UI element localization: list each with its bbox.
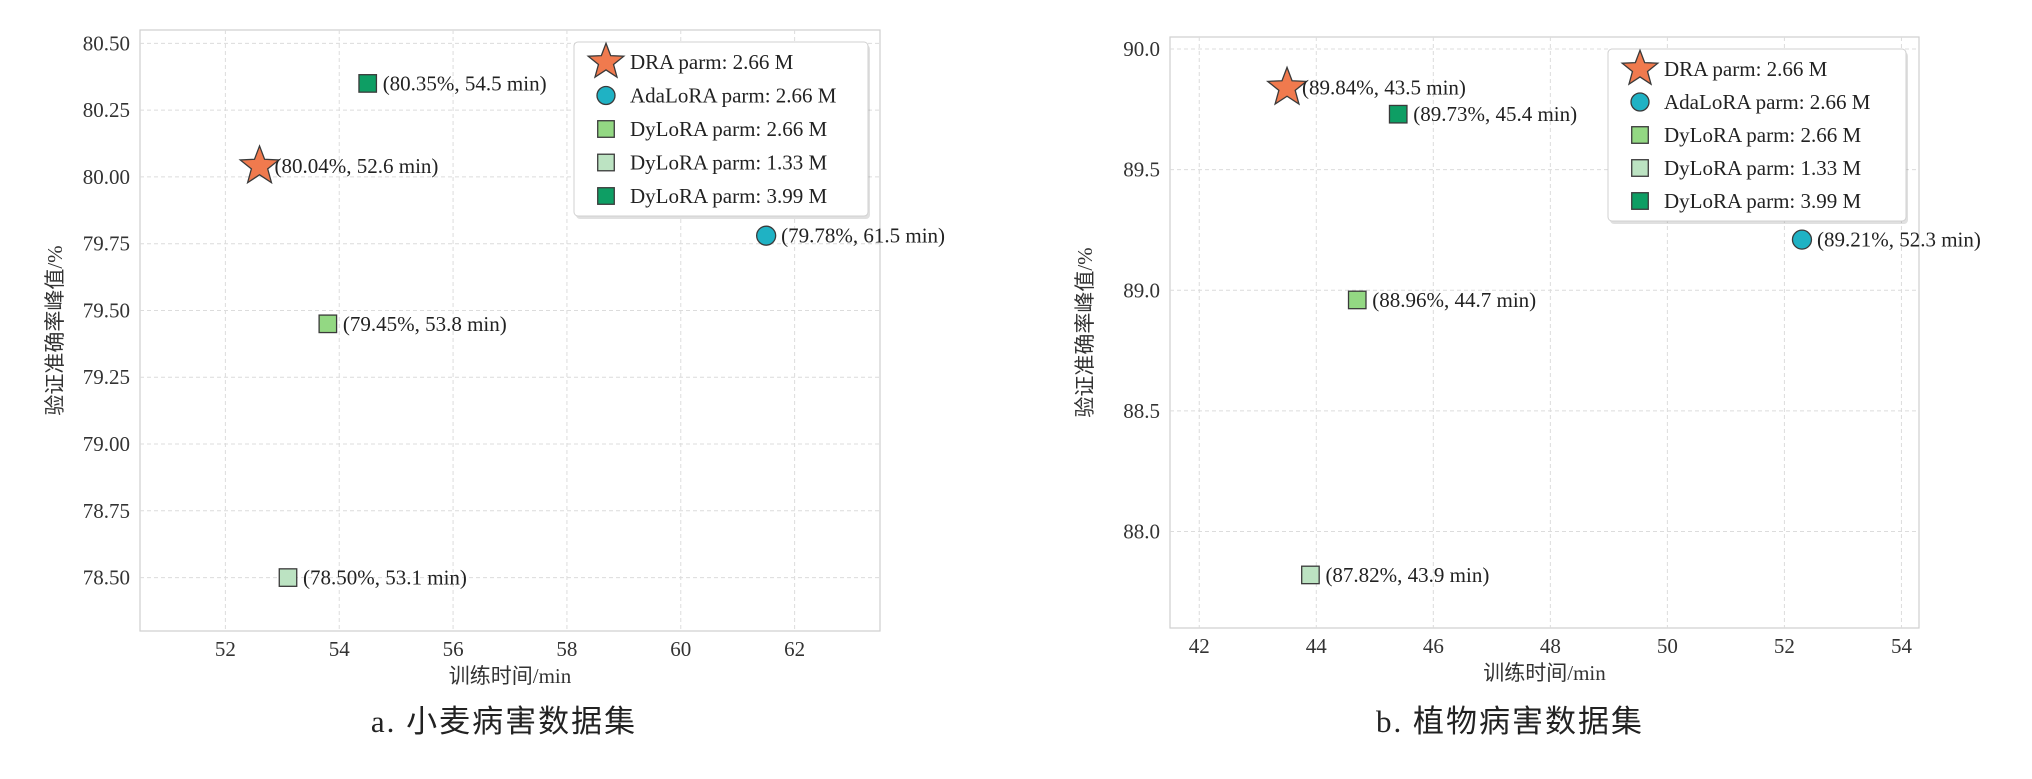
y-tick-label: 89.0 bbox=[1123, 278, 1160, 302]
x-tick-label: 54 bbox=[1891, 634, 1913, 658]
legend-entry: DyLoRA parm: 1.33 M bbox=[630, 151, 827, 175]
y-tick-label: 88.5 bbox=[1123, 399, 1160, 423]
x-axis-label: 训练时间/min bbox=[1483, 661, 1606, 685]
series-0: (80.04%, 52.6 min) bbox=[238, 144, 439, 185]
y-tick-label: 80.50 bbox=[83, 31, 130, 55]
series-4: (89.73%, 45.4 min) bbox=[1388, 102, 1577, 126]
series-3: (78.50%, 53.1 min) bbox=[278, 566, 467, 590]
legend-entry: DyLoRA parm: 3.99 M bbox=[630, 184, 827, 208]
x-axis-label: 训练时间/min bbox=[449, 664, 572, 688]
series-1: (89.21%, 52.3 min) bbox=[1791, 228, 1981, 252]
series-1: (79.78%, 61.5 min) bbox=[756, 224, 945, 248]
x-tick-label: 44 bbox=[1306, 634, 1328, 658]
y-tick-label: 79.50 bbox=[83, 298, 130, 322]
data-point bbox=[278, 568, 298, 587]
data-point bbox=[238, 144, 281, 185]
data-label: (89.21%, 52.3 min) bbox=[1817, 228, 1981, 252]
y-tick-label: 89.5 bbox=[1123, 158, 1160, 182]
series-3: (87.82%, 43.9 min) bbox=[1301, 563, 1489, 587]
data-point bbox=[756, 225, 777, 246]
legend: DRA parm: 2.66 M AdaLoRA parm: 2.66 M DyLo… bbox=[1607, 48, 1908, 224]
legend-marker bbox=[1631, 159, 1649, 177]
legend-marker bbox=[1630, 92, 1650, 112]
legend-marker bbox=[586, 41, 626, 79]
chart-caption: a. 小麦病害数据集 bbox=[371, 704, 637, 739]
legend-entry: AdaLoRA parm: 2.66 M bbox=[630, 84, 837, 108]
legend-marker bbox=[1620, 48, 1660, 86]
y-tick-label: 88.0 bbox=[1123, 520, 1160, 544]
y-tick-label: 80.25 bbox=[83, 98, 130, 122]
legend-entry: DyLoRA parm: 2.66 M bbox=[630, 117, 827, 141]
series-2: (88.96%, 44.7 min) bbox=[1347, 288, 1536, 312]
series-4: (80.35%, 54.5 min) bbox=[358, 71, 547, 95]
scatter-chart-b: 42 44 46 48 50 52 54 88.0 88.5 89.0 89.5 90.0 训练时间/m… bbox=[1073, 36, 1981, 739]
legend-marker bbox=[597, 153, 615, 172]
x-tick-label: 52 bbox=[215, 637, 236, 661]
legend-marker bbox=[597, 120, 615, 138]
data-label: (89.73%, 45.4 min) bbox=[1413, 102, 1577, 126]
legend-marker bbox=[1631, 192, 1649, 210]
series-0: (89.84%, 43.5 min) bbox=[1265, 65, 1466, 106]
legend-entry: DRA parm: 2.66 M bbox=[630, 50, 794, 74]
data-point bbox=[1301, 565, 1320, 585]
x-tick-label: 58 bbox=[556, 637, 577, 661]
data-label: (80.35%, 54.5 min) bbox=[383, 71, 547, 95]
legend-marker bbox=[597, 187, 615, 205]
y-tick-label: 79.75 bbox=[83, 232, 130, 256]
x-tick-label: 62 bbox=[784, 637, 805, 661]
legend-marker bbox=[596, 85, 616, 106]
y-tick-label: 80.00 bbox=[83, 165, 130, 189]
legend-entry: AdaLoRA parm: 2.66 M bbox=[1664, 90, 1871, 114]
data-label: (87.82%, 43.9 min) bbox=[1325, 563, 1489, 587]
chart-caption: b. 植物病害数据集 bbox=[1376, 704, 1644, 739]
data-label: (79.45%, 53.8 min) bbox=[343, 312, 507, 336]
legend-box bbox=[1607, 48, 1907, 222]
x-tick-label: 46 bbox=[1423, 634, 1444, 658]
scatter-chart-a: 52 54 56 58 60 62 78.50 78.75 79.00 79.25 79.50 79.… bbox=[43, 29, 945, 739]
chart-panel-b: 42 44 46 48 50 52 54 88.0 88.5 89.0 89.5 90.0 训练时间/m… bbox=[1040, 0, 2032, 779]
x-tick-label: 50 bbox=[1657, 634, 1678, 658]
data-label: (80.04%, 52.6 min) bbox=[275, 154, 439, 178]
data-point bbox=[1347, 290, 1367, 310]
series-2: (79.45%, 53.8 min) bbox=[318, 312, 507, 336]
x-tick-label: 52 bbox=[1774, 634, 1795, 658]
y-tick-label: 90.0 bbox=[1123, 37, 1160, 61]
data-point bbox=[1265, 65, 1309, 106]
y-tick-label: 78.75 bbox=[83, 499, 130, 523]
legend-entry: DyLoRA parm: 1.33 M bbox=[1664, 156, 1861, 180]
legend-entry: DyLoRA parm: 3.99 M bbox=[1664, 189, 1861, 213]
data-label: (79.78%, 61.5 min) bbox=[781, 224, 945, 248]
data-label: (89.84%, 43.5 min) bbox=[1302, 76, 1466, 100]
y-axis-label: 验证准确率峰值/% bbox=[1073, 247, 1097, 417]
legend-box bbox=[573, 41, 869, 217]
x-tick-label: 48 bbox=[1540, 634, 1561, 658]
data-point bbox=[318, 314, 338, 334]
data-label: (78.50%, 53.1 min) bbox=[303, 566, 467, 590]
legend-entry: DyLoRA parm: 2.66 M bbox=[1664, 123, 1861, 147]
x-tick-label: 42 bbox=[1189, 634, 1210, 658]
legend: DRA parm: 2.66 M AdaLoRA parm: 2.66 M DyLo… bbox=[573, 41, 870, 219]
x-tick-label: 54 bbox=[329, 637, 351, 661]
x-tick-label: 60 bbox=[670, 637, 691, 661]
y-axis-label: 验证准确率峰值/% bbox=[43, 245, 67, 415]
x-tick-label: 56 bbox=[443, 637, 464, 661]
data-point bbox=[1388, 104, 1408, 124]
y-tick-label: 79.25 bbox=[83, 365, 130, 389]
data-point bbox=[1791, 229, 1813, 250]
data-label: (88.96%, 44.7 min) bbox=[1372, 288, 1536, 312]
data-point bbox=[358, 74, 378, 93]
y-tick-label: 79.00 bbox=[83, 432, 130, 456]
y-tick-label: 78.50 bbox=[83, 566, 130, 590]
legend-entry: DRA parm: 2.66 M bbox=[1664, 57, 1828, 81]
chart-panel-a: 52 54 56 58 60 62 78.50 78.75 79.00 79.25 79.50 79.… bbox=[0, 0, 1000, 779]
legend-marker bbox=[1631, 126, 1649, 144]
